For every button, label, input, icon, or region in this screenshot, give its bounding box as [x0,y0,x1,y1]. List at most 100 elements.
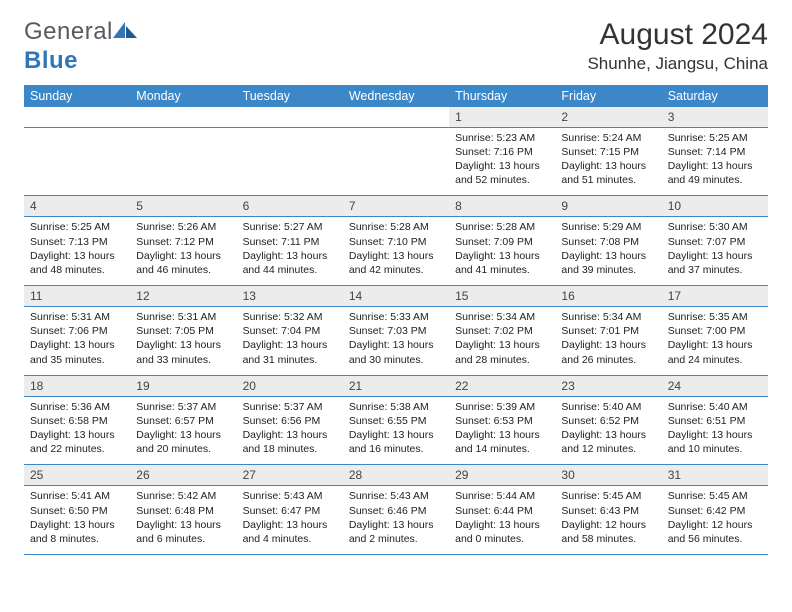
day-info-cell: Sunrise: 5:42 AMSunset: 6:48 PMDaylight:… [130,486,236,555]
day-info: Sunrise: 5:40 AMSunset: 6:51 PMDaylight:… [662,397,768,465]
day-info: Sunrise: 5:35 AMSunset: 7:00 PMDaylight:… [662,307,768,375]
empty-cell [130,127,236,196]
day-number-cell: 29 [449,465,555,486]
day-info: Sunrise: 5:33 AMSunset: 7:03 PMDaylight:… [343,307,449,375]
day-number: 27 [237,465,343,485]
day-info-cell: Sunrise: 5:40 AMSunset: 6:51 PMDaylight:… [662,396,768,465]
day-number-cell: 9 [555,196,661,217]
day-info: Sunrise: 5:42 AMSunset: 6:48 PMDaylight:… [130,486,236,554]
day-info-cell: Sunrise: 5:33 AMSunset: 7:03 PMDaylight:… [343,307,449,376]
day-number: 11 [24,286,130,306]
weekday-thursday: Thursday [449,85,555,107]
empty-cell [24,107,130,128]
day-info-cell: Sunrise: 5:45 AMSunset: 6:42 PMDaylight:… [662,486,768,555]
weekday-friday: Friday [555,85,661,107]
day-number: 6 [237,196,343,216]
day-info: Sunrise: 5:32 AMSunset: 7:04 PMDaylight:… [237,307,343,375]
day-info: Sunrise: 5:25 AMSunset: 7:14 PMDaylight:… [662,128,768,196]
day-info-cell: Sunrise: 5:25 AMSunset: 7:13 PMDaylight:… [24,217,130,286]
day-number-cell: 2 [555,107,661,128]
day-number-cell: 11 [24,286,130,307]
day-info-cell: Sunrise: 5:31 AMSunset: 7:05 PMDaylight:… [130,307,236,376]
empty-cell [237,107,343,128]
day-number-cell: 24 [662,375,768,396]
day-info-cell: Sunrise: 5:30 AMSunset: 7:07 PMDaylight:… [662,217,768,286]
day-info: Sunrise: 5:45 AMSunset: 6:43 PMDaylight:… [555,486,661,554]
day-info-cell: Sunrise: 5:36 AMSunset: 6:58 PMDaylight:… [24,396,130,465]
info-row: Sunrise: 5:25 AMSunset: 7:13 PMDaylight:… [24,217,768,286]
day-info: Sunrise: 5:36 AMSunset: 6:58 PMDaylight:… [24,397,130,465]
day-info-cell: Sunrise: 5:31 AMSunset: 7:06 PMDaylight:… [24,307,130,376]
day-info-cell: Sunrise: 5:34 AMSunset: 7:02 PMDaylight:… [449,307,555,376]
day-number: 31 [662,465,768,485]
day-number: 3 [662,107,768,127]
day-info-cell: Sunrise: 5:32 AMSunset: 7:04 PMDaylight:… [237,307,343,376]
day-info-cell: Sunrise: 5:37 AMSunset: 6:57 PMDaylight:… [130,396,236,465]
day-info-cell: Sunrise: 5:27 AMSunset: 7:11 PMDaylight:… [237,217,343,286]
day-info: Sunrise: 5:41 AMSunset: 6:50 PMDaylight:… [24,486,130,554]
month-title: August 2024 [587,18,768,52]
day-info: Sunrise: 5:40 AMSunset: 6:52 PMDaylight:… [555,397,661,465]
day-number-cell: 20 [237,375,343,396]
day-info: Sunrise: 5:34 AMSunset: 7:01 PMDaylight:… [555,307,661,375]
daynum-row: 11121314151617 [24,286,768,307]
day-number-cell: 17 [662,286,768,307]
day-info: Sunrise: 5:37 AMSunset: 6:57 PMDaylight:… [130,397,236,465]
day-number: 25 [24,465,130,485]
day-number-cell: 18 [24,375,130,396]
day-info-cell: Sunrise: 5:24 AMSunset: 7:15 PMDaylight:… [555,127,661,196]
day-number: 28 [343,465,449,485]
day-info-cell: Sunrise: 5:37 AMSunset: 6:56 PMDaylight:… [237,396,343,465]
day-info: Sunrise: 5:28 AMSunset: 7:09 PMDaylight:… [449,217,555,285]
day-info: Sunrise: 5:28 AMSunset: 7:10 PMDaylight:… [343,217,449,285]
empty-cell [24,127,130,196]
day-info-cell: Sunrise: 5:35 AMSunset: 7:00 PMDaylight:… [662,307,768,376]
day-number-cell: 12 [130,286,236,307]
day-info: Sunrise: 5:25 AMSunset: 7:13 PMDaylight:… [24,217,130,285]
day-info: Sunrise: 5:30 AMSunset: 7:07 PMDaylight:… [662,217,768,285]
day-number: 7 [343,196,449,216]
day-info-cell: Sunrise: 5:25 AMSunset: 7:14 PMDaylight:… [662,127,768,196]
day-number: 2 [555,107,661,127]
daynum-row: 18192021222324 [24,375,768,396]
day-number-cell: 15 [449,286,555,307]
info-row: Sunrise: 5:23 AMSunset: 7:16 PMDaylight:… [24,127,768,196]
day-info: Sunrise: 5:38 AMSunset: 6:55 PMDaylight:… [343,397,449,465]
day-number: 5 [130,196,236,216]
day-number: 4 [24,196,130,216]
day-number-cell: 3 [662,107,768,128]
day-number: 22 [449,376,555,396]
day-info-cell: Sunrise: 5:41 AMSunset: 6:50 PMDaylight:… [24,486,130,555]
day-info-cell: Sunrise: 5:44 AMSunset: 6:44 PMDaylight:… [449,486,555,555]
day-number: 12 [130,286,236,306]
day-number: 15 [449,286,555,306]
weekday-sunday: Sunday [24,85,130,107]
day-number-cell: 14 [343,286,449,307]
day-number-cell: 10 [662,196,768,217]
info-row: Sunrise: 5:41 AMSunset: 6:50 PMDaylight:… [24,486,768,555]
day-number: 30 [555,465,661,485]
header: General Blue August 2024 Shunhe, Jiangsu… [24,18,768,75]
day-number-cell: 28 [343,465,449,486]
day-number: 8 [449,196,555,216]
sail-icon [113,20,139,40]
day-info-cell: Sunrise: 5:39 AMSunset: 6:53 PMDaylight:… [449,396,555,465]
day-number: 1 [449,107,555,127]
daynum-row: 25262728293031 [24,465,768,486]
day-info-cell: Sunrise: 5:38 AMSunset: 6:55 PMDaylight:… [343,396,449,465]
day-number-cell: 4 [24,196,130,217]
day-info: Sunrise: 5:37 AMSunset: 6:56 PMDaylight:… [237,397,343,465]
day-number: 10 [662,196,768,216]
day-number: 9 [555,196,661,216]
location: Shunhe, Jiangsu, China [587,54,768,74]
weekday-wednesday: Wednesday [343,85,449,107]
day-info: Sunrise: 5:29 AMSunset: 7:08 PMDaylight:… [555,217,661,285]
day-info-cell: Sunrise: 5:23 AMSunset: 7:16 PMDaylight:… [449,127,555,196]
empty-cell [130,107,236,128]
day-number-cell: 27 [237,465,343,486]
logo: General Blue [24,18,139,75]
day-number-cell: 21 [343,375,449,396]
empty-cell [343,107,449,128]
day-info: Sunrise: 5:31 AMSunset: 7:05 PMDaylight:… [130,307,236,375]
day-number-cell: 31 [662,465,768,486]
